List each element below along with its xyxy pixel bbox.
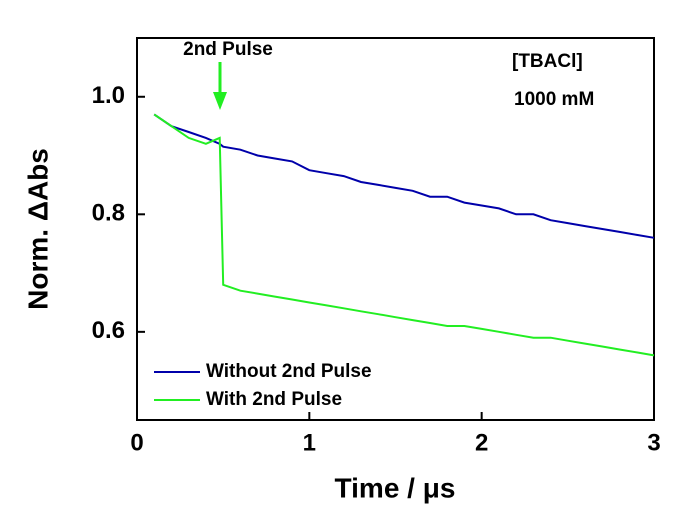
data-line xyxy=(153,113,655,357)
legend-label: With 2nd Pulse xyxy=(206,389,342,410)
y-tick-label: 0.8 xyxy=(92,200,125,227)
annotation: [TBACl] xyxy=(512,51,583,72)
x-tick-label: 1 xyxy=(303,429,316,456)
plot-frame xyxy=(136,37,655,421)
x-axis-label: Time / μs xyxy=(335,472,456,503)
annotation: 2nd Pulse xyxy=(183,39,273,60)
arrow-head xyxy=(213,92,227,110)
legend-label: Without 2nd Pulse xyxy=(206,361,372,382)
data-line xyxy=(153,113,655,239)
x-tick-label: 0 xyxy=(130,429,143,456)
y-axis-label: Norm. ΔAbs xyxy=(22,148,53,310)
y-tick-label: 0.6 xyxy=(92,317,125,344)
x-tick-label: 2 xyxy=(475,429,488,456)
annotation: 1000 mM xyxy=(514,89,594,110)
y-tick-label: 1.0 xyxy=(92,82,125,109)
x-tick-label: 3 xyxy=(647,429,660,456)
